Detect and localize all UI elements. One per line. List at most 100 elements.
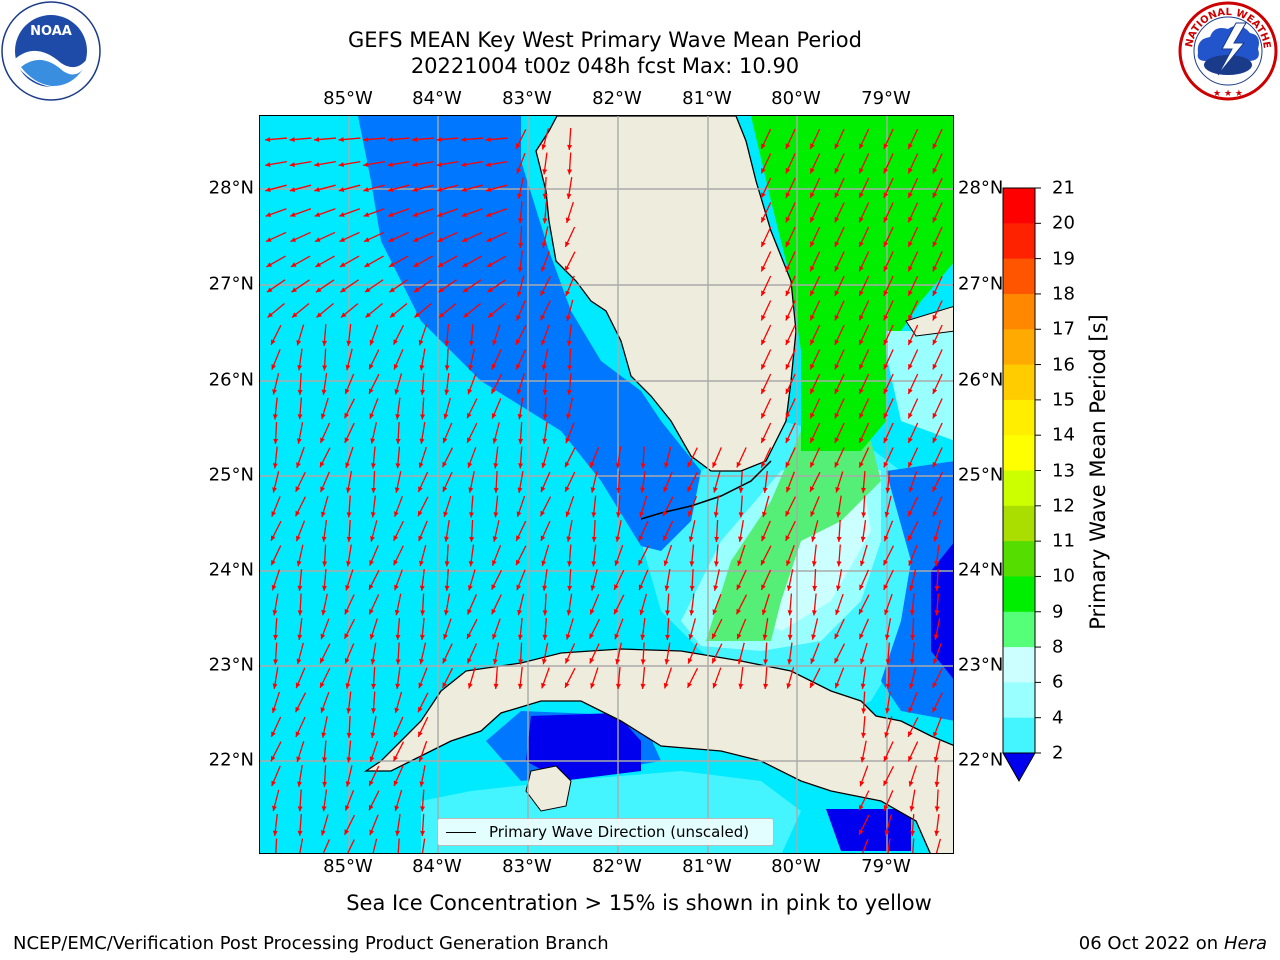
wave-arrow-head <box>932 241 938 247</box>
wave-arrow-head <box>785 216 791 223</box>
wave-arrow-head <box>296 658 302 665</box>
wave-arrow-head <box>738 683 744 689</box>
wave-arrow-head <box>615 463 621 469</box>
wave-arrow-head <box>344 829 350 835</box>
wave-arrow-head <box>859 216 864 223</box>
wave-arrow-head <box>438 287 444 293</box>
wave-arrow-head <box>393 780 399 787</box>
legend-label: Primary Wave Direction (unscaled) <box>489 823 750 841</box>
wave-arrow-head <box>615 683 621 689</box>
wave-arrow-head <box>467 608 472 615</box>
wave-arrow-head <box>542 610 548 616</box>
wave-arrow-head <box>883 584 889 590</box>
wave-arrow-head <box>371 487 377 493</box>
wave-arrow-head <box>810 216 815 223</box>
wave-arrow-head <box>542 414 548 420</box>
wave-arrow-head <box>640 487 646 493</box>
wave-arrow-head <box>810 314 815 321</box>
wave-arrow-head <box>589 633 595 639</box>
wave-arrow-head <box>859 658 865 665</box>
wave-arrow-head <box>315 262 322 267</box>
wave-arrow-head <box>761 412 766 419</box>
wave-arrow-head <box>442 437 448 444</box>
wave-arrow-head <box>418 510 423 517</box>
wave-arrow-head <box>420 830 426 836</box>
wave-arrow-head <box>271 731 276 737</box>
wave-arrow-head <box>420 610 426 616</box>
wave-arrow-head <box>638 535 644 542</box>
wave-arrow-head <box>393 339 399 345</box>
wave-arrow-head <box>418 682 424 689</box>
wave-arrow-head <box>467 633 472 639</box>
wave-arrow <box>935 838 942 853</box>
wave-arrow-head <box>908 290 913 296</box>
wave-arrow-head <box>394 584 399 591</box>
wave-arrow-head <box>810 486 815 492</box>
wave-arrow-head <box>859 608 864 615</box>
wave-arrow-head <box>860 536 866 542</box>
wave-arrow-head <box>369 633 375 640</box>
wave-arrow-head <box>932 706 938 713</box>
wave-arrow-head <box>516 584 522 591</box>
svg-text:★ ★ ★: ★ ★ ★ <box>1213 89 1243 99</box>
wave-arrow-head <box>909 585 915 591</box>
wave-arrow-head <box>266 262 273 267</box>
wave-arrow-head <box>834 363 840 370</box>
wave-arrow-head <box>295 706 301 713</box>
wave-arrow-head <box>885 683 891 689</box>
wave-arrow <box>275 838 278 853</box>
wave-arrow-head <box>395 438 401 444</box>
wave-arrow-head <box>289 162 296 167</box>
wave-arrow-head <box>491 363 497 370</box>
wave-arrow-head <box>273 634 279 640</box>
wave-arrow-head <box>338 162 345 167</box>
wave-arrow-head <box>834 241 840 247</box>
wave-arrow-head <box>369 756 375 762</box>
lat-label-right: 26°N <box>958 369 1004 391</box>
wave-arrow-head <box>369 388 374 394</box>
wave-arrow-head <box>687 486 693 492</box>
wave-arrow-head <box>266 287 273 293</box>
wave-arrow-head <box>908 192 913 198</box>
wave-arrow-head <box>443 633 448 640</box>
wave-arrow-head <box>761 314 766 321</box>
wave-arrow-head <box>639 511 645 518</box>
wave-arrow-head <box>565 682 570 688</box>
wave-arrow-head <box>836 561 842 567</box>
wave-arrow-head <box>516 559 521 566</box>
wave-arrow-head <box>369 780 374 786</box>
wave-arrow-head <box>516 535 521 541</box>
wave-arrow-head <box>834 339 840 345</box>
wave-arrow-head <box>486 212 492 217</box>
wave-arrow-head <box>934 806 940 812</box>
wave-arrow-head <box>908 388 913 394</box>
wave-arrow-head <box>518 463 524 469</box>
land-bahamas <box>905 306 953 337</box>
wave-arrow-head <box>395 634 401 640</box>
wave-arrow-head <box>786 486 791 493</box>
wave-arrow-head <box>567 561 573 567</box>
wave-arrow-head <box>363 187 369 192</box>
wave-arrow-head <box>340 312 347 318</box>
wave-arrow-head <box>485 162 492 167</box>
colorbar-segment <box>1003 576 1035 613</box>
wave-direction-arrows <box>264 127 944 853</box>
wave-arrow-head <box>787 634 793 640</box>
wave-arrow-head <box>393 559 399 566</box>
wave-arrow-head <box>591 536 597 542</box>
wave-arrow-head <box>468 340 474 346</box>
wave-arrow-head <box>859 584 864 591</box>
wave-arrow-head <box>762 487 768 493</box>
wave-arrow-head <box>419 658 425 665</box>
wave-arrow-head <box>271 707 277 713</box>
wave-arrow-head <box>340 287 346 293</box>
wave-arrow-head <box>566 315 571 322</box>
wave-arrow-head <box>296 756 302 762</box>
wave-arrow-head <box>664 462 669 469</box>
wave-arrow-head <box>320 437 325 444</box>
colorbar-tick-label: 11 <box>1052 530 1075 552</box>
wave-arrow-head <box>663 682 669 689</box>
wave-arrow-head <box>859 290 864 296</box>
wave-arrow-head <box>785 241 791 247</box>
wave-arrow-head <box>932 216 938 223</box>
